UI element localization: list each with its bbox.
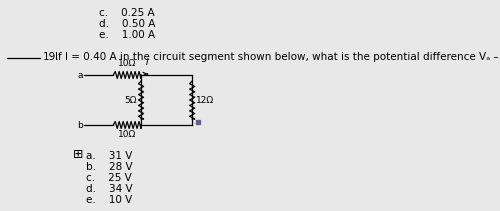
Text: If I = 0.40 A in the circuit segment shown below, what is the potential differen: If I = 0.40 A in the circuit segment sho…: [55, 52, 500, 62]
Text: d.    0.50 A: d. 0.50 A: [98, 19, 155, 29]
Text: b.    28 V: b. 28 V: [86, 162, 133, 172]
Text: ⊞: ⊞: [73, 148, 84, 161]
Text: 10Ω: 10Ω: [118, 130, 137, 139]
Text: d.    34 V: d. 34 V: [86, 184, 133, 194]
Text: I: I: [146, 58, 149, 67]
Text: a.    31 V: a. 31 V: [86, 151, 132, 161]
Text: 10Ω: 10Ω: [118, 59, 137, 68]
Text: 12Ω: 12Ω: [196, 96, 214, 104]
Text: e.    10 V: e. 10 V: [86, 195, 132, 205]
Text: b: b: [77, 120, 82, 130]
Text: 19.: 19.: [42, 52, 59, 62]
Text: 5Ω: 5Ω: [124, 96, 136, 104]
Text: e.    1.00 A: e. 1.00 A: [98, 30, 155, 40]
Text: c.    0.25 A: c. 0.25 A: [98, 8, 154, 18]
Text: c.    25 V: c. 25 V: [86, 173, 132, 183]
Text: a: a: [77, 70, 82, 80]
